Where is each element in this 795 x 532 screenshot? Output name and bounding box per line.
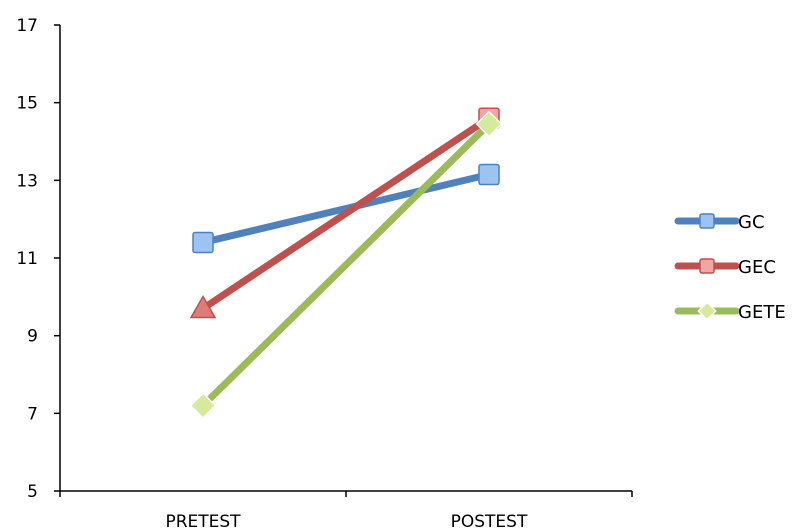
y-tick-label: 13 <box>16 171 38 191</box>
series-line-gete <box>199 120 493 410</box>
legend: GC GEC GETE <box>674 212 786 323</box>
y-tick-label: 15 <box>16 94 38 114</box>
series-line-gc <box>199 171 493 246</box>
legend-label: GC <box>738 212 765 233</box>
legend-swatch-marker <box>697 301 717 321</box>
y-tick-label: 5 <box>27 482 38 502</box>
series-markers <box>189 107 503 420</box>
x-tick-label: PRETEST <box>165 512 241 532</box>
legend-label: GEC <box>738 257 776 278</box>
y-tick-label: 17 <box>16 16 38 36</box>
legend-item-gec: GEC <box>674 257 776 278</box>
axes: 5 7 9 11 13 15 17 PRETEST POSTEST <box>16 16 633 532</box>
x-tick-label: POSTEST <box>451 512 528 532</box>
y-tick-label: 11 <box>16 249 38 269</box>
legend-swatch-marker <box>699 258 715 274</box>
data-point-gec-pretest <box>189 294 217 319</box>
data-point-gete-postest <box>475 110 503 138</box>
legend-item-gc: GC <box>674 212 765 233</box>
data-point-gc-postest <box>478 163 500 186</box>
series-lines <box>199 114 493 410</box>
data-point-gc-pretest <box>192 231 214 254</box>
y-tick-label: 7 <box>27 404 38 424</box>
legend-label: GETE <box>738 302 786 323</box>
legend-swatch-marker <box>699 213 715 229</box>
legend-item-gete: GETE <box>674 301 786 323</box>
series-line-gec <box>199 114 493 312</box>
data-point-gete-pretest <box>189 392 217 420</box>
y-tick-label: 9 <box>27 327 38 347</box>
